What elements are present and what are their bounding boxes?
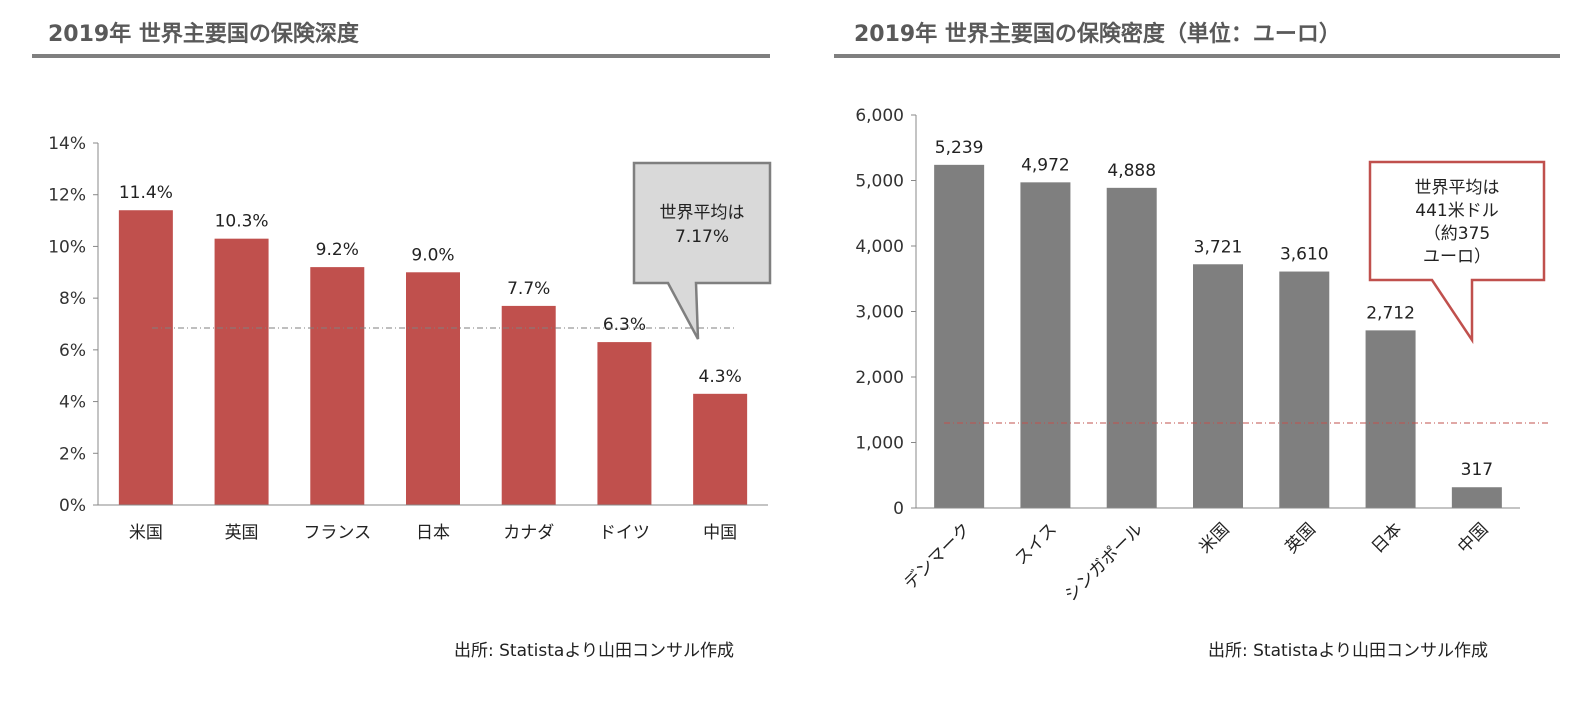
- y-tick-label: 4,000: [855, 237, 904, 257]
- y-tick-label: 3,000: [855, 303, 904, 323]
- data-label: 2,712: [1366, 303, 1415, 323]
- bar: [597, 342, 652, 505]
- y-tick-label: 0: [893, 499, 904, 519]
- data-label: 5,239: [935, 138, 984, 158]
- chart-title: 2019年 世界主要国の保険密度（単位：ユーロ）: [854, 22, 1341, 47]
- x-tick-label: フランス: [303, 523, 371, 543]
- bar: [214, 238, 269, 505]
- y-tick-label: 10%: [48, 237, 86, 257]
- bar: [1365, 330, 1416, 508]
- bar: [1020, 182, 1071, 509]
- data-label: 4.3%: [699, 367, 742, 387]
- source-note: 出所: Statistaより山田コンサル作成: [1208, 641, 1488, 661]
- data-label: 3,721: [1194, 237, 1243, 257]
- bar: [1106, 187, 1157, 508]
- x-tick-label: 英国: [1282, 519, 1320, 557]
- average-callout: [632, 161, 772, 340]
- data-label: 10.3%: [215, 212, 269, 232]
- bar: [1279, 271, 1330, 508]
- y-tick-label: 12%: [48, 186, 86, 206]
- x-tick-label: シンガポール: [1061, 519, 1147, 605]
- chart-title: 2019年 世界主要国の保険深度: [48, 22, 359, 47]
- data-label: 4,888: [1107, 161, 1156, 181]
- y-tick-label: 0%: [59, 496, 86, 516]
- data-label: 9.2%: [316, 240, 359, 260]
- bar-chart-plot: 0 1,000 2,000 3,000 4,000 5,000 6,000 5,239 デンマー…: [855, 106, 1548, 606]
- x-tick-label: カナダ: [503, 523, 554, 543]
- bar: [501, 305, 556, 505]
- x-tick-label: 日本: [1368, 519, 1406, 557]
- y-tick-label: 14%: [48, 134, 86, 154]
- bar: [693, 393, 748, 505]
- callout-text: 441米ドル: [1415, 201, 1498, 221]
- callout-text: （約375: [1424, 224, 1490, 244]
- x-tick-label: 米国: [1195, 519, 1233, 557]
- x-tick-label: 米国: [129, 523, 163, 543]
- average-callout: [1368, 160, 1546, 345]
- y-tick-label: 2%: [59, 444, 86, 464]
- y-tick-label: 2,000: [855, 368, 904, 388]
- x-tick-label: 中国: [703, 523, 737, 543]
- y-tick-label: 4%: [59, 393, 86, 413]
- title-underline: [32, 54, 770, 58]
- x-tick-label: 日本: [416, 523, 450, 543]
- y-tick-label: 8%: [59, 289, 86, 309]
- bar-chart-plot: 0% 2% 4% 6% 8% 10% 12% 14% 11.4% 米国 10.3% 英国 9.2% フラン…: [48, 134, 772, 543]
- callout-text: 世界平均は: [1415, 178, 1500, 198]
- x-tick-label: スイス: [1011, 519, 1061, 569]
- x-tick-label: 英国: [225, 523, 259, 543]
- bar: [310, 267, 365, 505]
- bar: [118, 210, 173, 505]
- bar: [406, 272, 460, 505]
- bar: [934, 164, 985, 508]
- y-tick-label: 6%: [59, 341, 86, 361]
- insurance-penetration-chart: 2019年 世界主要国の保険深度 0% 2% 4% 6% 8% 10% 12% 14% 11.4…: [32, 22, 772, 661]
- title-underline: [834, 54, 1560, 58]
- data-label: 7.7%: [507, 279, 550, 299]
- bar: [1451, 487, 1502, 508]
- source-note: 出所: Statistaより山田コンサル作成: [454, 641, 734, 661]
- y-tick-label: 1,000: [855, 434, 904, 454]
- callout-text: 世界平均は: [660, 203, 745, 223]
- data-label: 6.3%: [603, 315, 646, 335]
- x-tick-label: ドイツ: [599, 523, 650, 543]
- callout-text: ユーロ）: [1423, 247, 1491, 267]
- insurance-density-chart: 2019年 世界主要国の保険密度（単位：ユーロ） 0 1,000 2,000 3,00…: [796, 0, 1592, 704]
- x-tick-label: 中国: [1454, 519, 1492, 557]
- data-label: 4,972: [1021, 155, 1070, 175]
- data-label: 9.0%: [411, 245, 454, 265]
- x-tick-label: デンマーク: [900, 519, 975, 594]
- data-label: 317: [1461, 460, 1493, 480]
- data-label: 11.4%: [119, 183, 173, 203]
- bar: [1193, 264, 1243, 508]
- callout-text: 7.17%: [675, 227, 729, 247]
- y-tick-label: 6,000: [855, 106, 904, 126]
- y-tick-label: 5,000: [855, 172, 904, 192]
- data-label: 3,610: [1280, 245, 1329, 265]
